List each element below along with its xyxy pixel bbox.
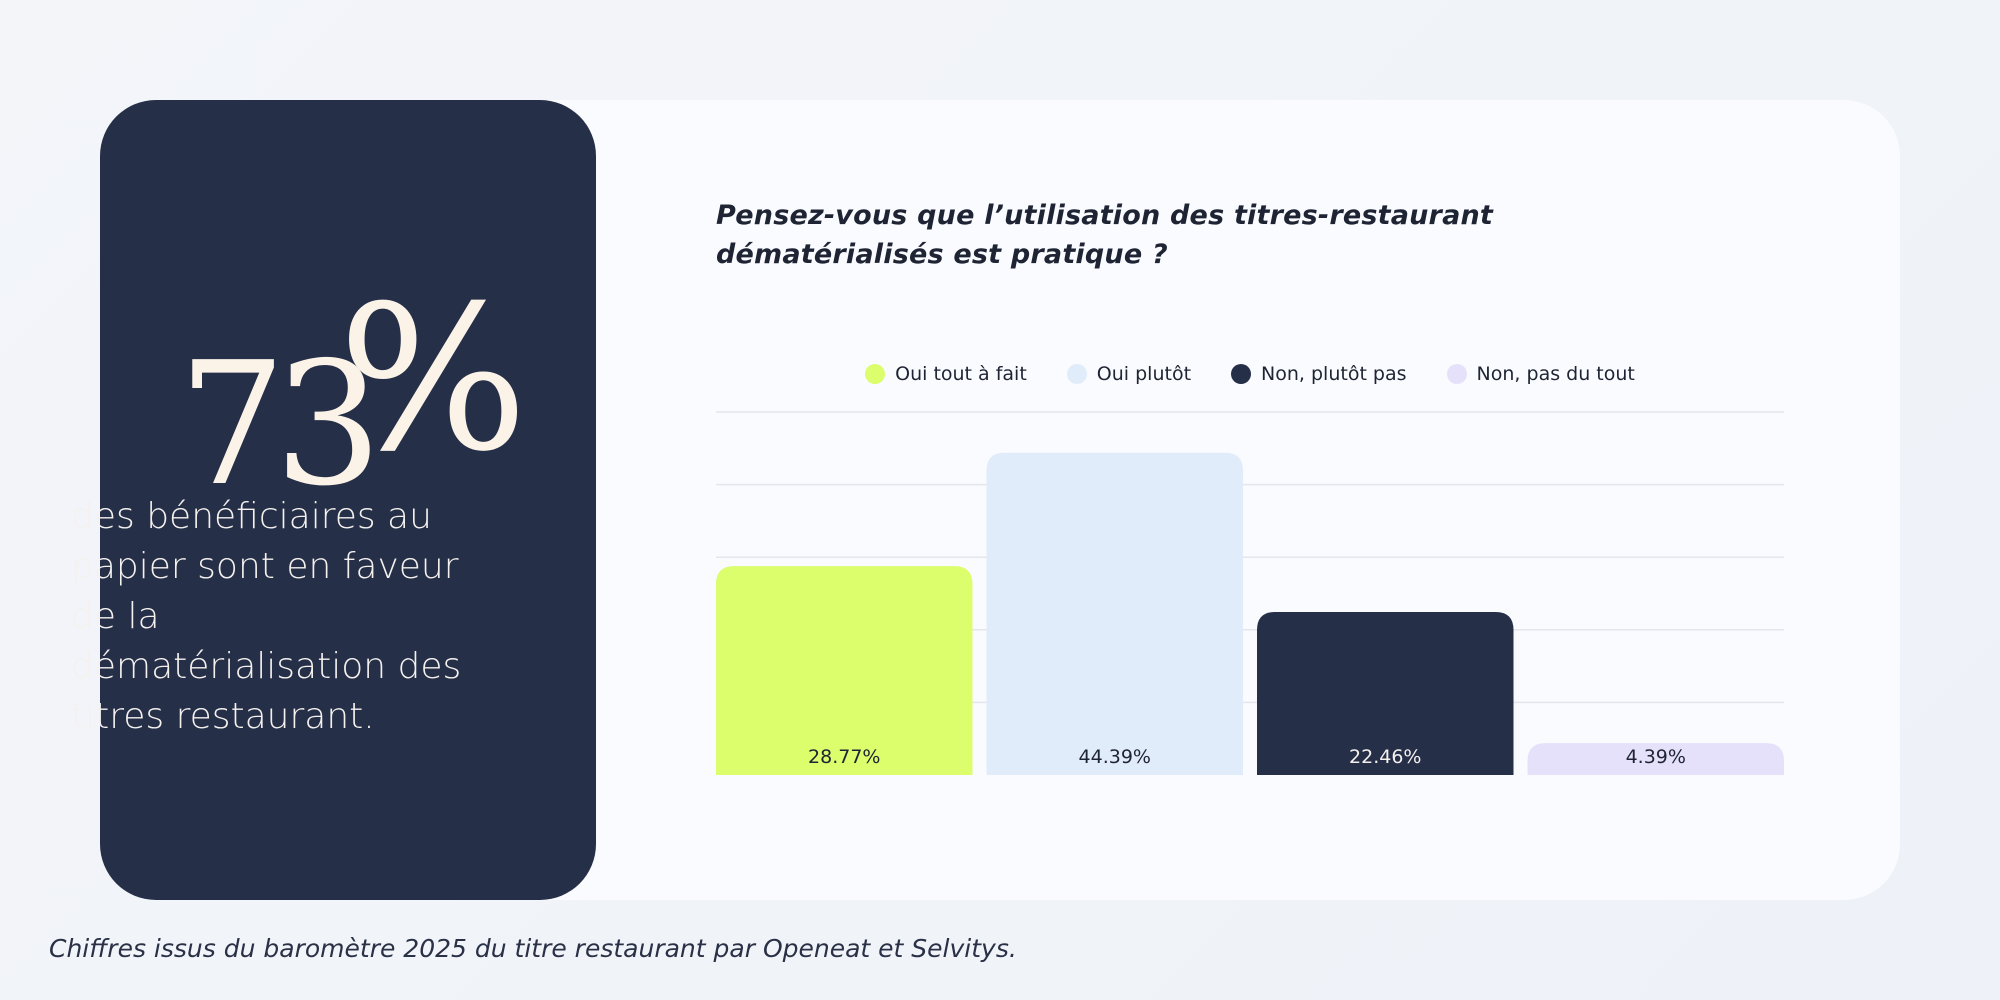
legend-swatch <box>1066 364 1087 384</box>
chart-legend: Oui tout à fait Oui plutôt Non, plutôt pas… <box>716 358 1784 390</box>
legend-item[interactable]: Oui plutôt <box>1066 363 1192 385</box>
legend-label: Non, pas du tout <box>1476 363 1635 385</box>
source-note: Chiffres issus du baromètre 2025 du titr… <box>49 934 1017 963</box>
stat-panel: 73 % <box>100 100 596 900</box>
legend-item[interactable]: Non, plutôt pas <box>1231 363 1407 385</box>
legend-item[interactable]: Oui tout à fait <box>865 363 1027 385</box>
chart-title: Pensez-vous que l’utilisation des titres… <box>716 200 1494 270</box>
legend-swatch <box>1231 364 1252 384</box>
stat-percent-sign: % <box>338 263 528 496</box>
legend-label: Non, plutôt pas <box>1261 363 1407 385</box>
legend-item[interactable]: Non, pas du tout <box>1446 363 1635 385</box>
stat-description: des bénéficiaires au papier sont en fave… <box>71 496 462 737</box>
stat-value: 73 <box>178 326 382 524</box>
stat-number: 73 % <box>178 280 578 540</box>
legend-label: Oui tout à fait <box>895 363 1027 385</box>
legend-label: Oui plutôt <box>1096 363 1192 385</box>
legend-swatch <box>1446 364 1467 384</box>
legend-swatch <box>865 364 886 384</box>
